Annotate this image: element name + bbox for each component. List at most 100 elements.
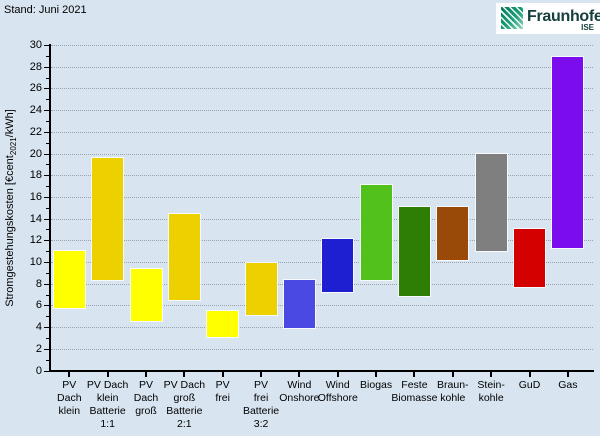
x-tick-braunkohle	[451, 372, 454, 377]
x-label-pv-dach-klein: PV Dach klein	[57, 379, 82, 418]
y-tick-minor-29	[46, 55, 49, 57]
x-label-line-pv-dach-gro-batterie-2-1-2: Batterie	[166, 405, 203, 417]
x-label-line-pv-frei-1: frei	[215, 392, 230, 404]
bar-pv-dach-gro	[130, 268, 162, 321]
bar-biogas	[360, 184, 392, 281]
y-axis-title-unit: /kWh]	[3, 109, 16, 138]
gridline-22	[51, 131, 593, 133]
x-tick-pv-dach-klein-batterie-1-1	[106, 372, 109, 377]
x-label-line-pv-dach-klein-batterie-1-1-3: 1:1	[100, 418, 115, 430]
x-label-line-wind-onshore-0: Wind	[287, 379, 312, 391]
y-tick-major-24	[44, 110, 49, 112]
bar-steinkohle	[475, 153, 507, 252]
x-label-pv-dach-gro: PV Dach groß	[134, 379, 159, 418]
y-tick-major-0	[44, 370, 49, 372]
gridline-28	[51, 66, 593, 68]
y-tick-label-6: 6	[35, 299, 42, 312]
x-label-line-feste-biomasse-1: Biomasse	[391, 392, 438, 404]
y-tick-minor-11	[46, 251, 49, 253]
x-label-steinkohle: Stein-kohle	[477, 379, 504, 405]
x-label-gas: Gas	[558, 379, 577, 392]
y-tick-label-2: 2	[35, 342, 42, 355]
x-label-line-pv-dach-gro-1: Dach	[133, 392, 159, 404]
y-tick-label-26: 26	[29, 82, 42, 95]
y-tick-minor-3	[46, 337, 49, 339]
x-label-line-pv-dach-klein-batterie-1-1-2: Batterie	[89, 405, 126, 417]
gridline-18	[51, 175, 593, 177]
y-tick-label-0: 0	[35, 364, 42, 377]
y-tick-label-4: 4	[35, 321, 42, 334]
gridline-20	[51, 153, 593, 155]
y-tick-label-12: 12	[29, 234, 42, 247]
fraunhofer-logo: Fraunhofer ISE	[496, 3, 600, 34]
y-tick-label-30: 30	[29, 39, 42, 51]
gridline-10	[51, 262, 593, 263]
y-tick-major-10	[44, 262, 49, 263]
x-label-line-pv-dach-klein-0: PV	[62, 379, 77, 391]
x-tick-feste-biomasse	[413, 372, 416, 377]
x-label-line-pv-dach-klein-batterie-1-1-0: PV Dach	[86, 379, 129, 391]
bar-pv-dach-gro-batterie-2-1	[168, 214, 200, 300]
y-tick-major-12	[44, 240, 49, 242]
bar-wind-onshore	[283, 280, 315, 329]
x-label-line-pv-dach-gro-batterie-2-1-3: 2:1	[177, 418, 192, 430]
bar-feste-biomasse	[398, 206, 430, 296]
x-label-line-pv-frei-batterie-3-2-3: 3:2	[253, 418, 269, 430]
y-tick-label-10: 10	[29, 256, 42, 268]
x-tick-wind-onshore	[298, 372, 301, 377]
x-tick-gud	[528, 372, 531, 377]
y-tick-minor-7	[46, 294, 49, 296]
y-tick-major-4	[44, 327, 49, 329]
y-tick-label-8: 8	[35, 277, 42, 290]
x-label-line-gas-0: Gas	[558, 379, 578, 391]
y-tick-minor-13	[46, 229, 49, 231]
x-label-line-braunkohle-1: kohle	[440, 392, 466, 404]
gridline-4	[51, 327, 593, 329]
x-label-line-pv-dach-klein-batterie-1-1-1: klein	[96, 392, 119, 404]
bar-braunkohle	[437, 206, 469, 260]
x-label-line-pv-frei-0: PV	[215, 379, 230, 391]
x-tick-pv-dach-gro-batterie-2-1	[183, 372, 186, 377]
gridline-14	[51, 218, 593, 220]
x-label-line-wind-offshore-0: Wind	[325, 379, 350, 391]
x-label-biogas: Biogas	[360, 379, 392, 392]
x-label-pv-dach-gro-batterie-2-1: PV Dach groß Batterie 2:1	[164, 379, 205, 431]
y-tick-major-2	[44, 348, 49, 350]
x-label-line-pv-dach-gro-2: groß	[135, 405, 157, 417]
gridline-2	[51, 348, 593, 350]
bar-pv-frei-batterie-3-2	[245, 263, 277, 316]
y-tick-major-16	[44, 196, 49, 198]
y-tick-label-16: 16	[29, 190, 42, 203]
y-tick-label-18: 18	[29, 169, 42, 182]
gridline-30	[51, 45, 593, 46]
x-tick-pv-dach-klein	[68, 372, 71, 377]
x-tick-pv-dach-gro	[145, 372, 147, 377]
y-tick-label-24: 24	[29, 104, 42, 117]
fraunhofer-logo-icon	[501, 7, 523, 29]
bar-gud	[514, 229, 545, 287]
bar-wind-offshore	[322, 239, 354, 293]
y-tick-label-20: 20	[29, 147, 42, 160]
y-tick-minor-5	[46, 316, 49, 318]
gridline-12	[51, 240, 593, 242]
logo-institute: ISE	[581, 23, 594, 32]
x-label-line-gud-0: GuD	[518, 379, 541, 391]
x-label-line-pv-dach-klein-2: klein	[58, 405, 81, 417]
x-tick-biogas	[375, 372, 378, 377]
y-tick-minor-23	[46, 120, 49, 122]
y-tick-major-18	[44, 175, 49, 177]
x-tick-steinkohle	[490, 372, 493, 377]
y-tick-major-22	[44, 131, 49, 133]
x-label-line-biogas-0: Biogas	[360, 379, 393, 391]
x-label-line-pv-frei-batterie-3-2-0: PV	[254, 379, 269, 391]
x-label-line-wind-offshore-1: Offshore	[317, 392, 358, 404]
bar-pv-dach-klein-batterie-1-1	[92, 157, 124, 281]
y-tick-minor-21	[46, 142, 49, 144]
gridline-6	[51, 305, 593, 307]
y-tick-major-6	[44, 305, 49, 307]
x-label-line-wind-onshore-1: Onshore	[279, 392, 320, 404]
y-axis-line	[49, 44, 51, 372]
x-label-pv-frei-batterie-3-2: PV frei Batterie 3:2	[243, 379, 279, 431]
y-tick-major-28	[44, 66, 49, 68]
